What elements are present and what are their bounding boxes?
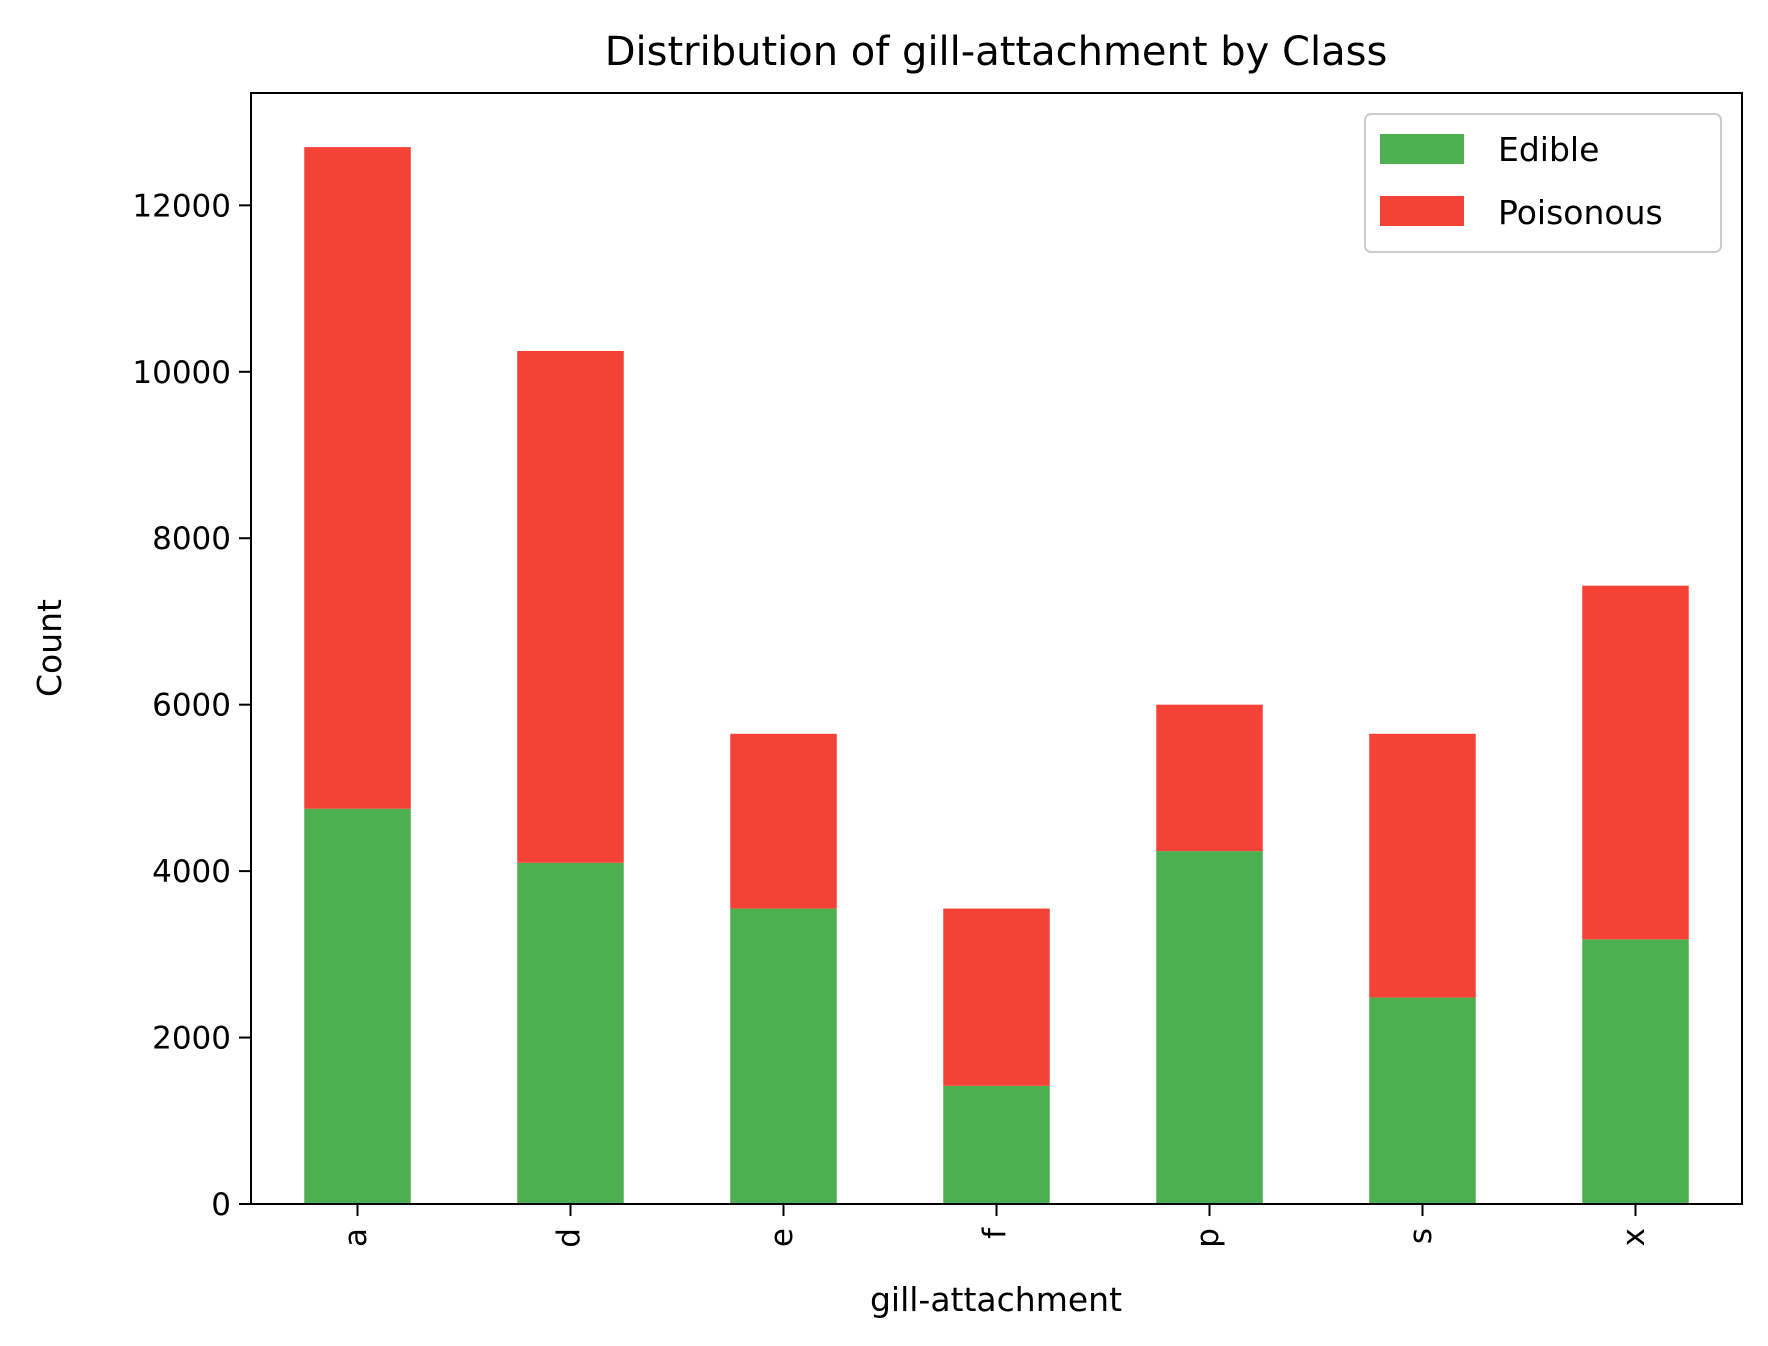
- bar-poisonous-d: [517, 350, 624, 863]
- x-tick-label: d: [551, 1228, 587, 1248]
- bar-poisonous-x: [1582, 585, 1689, 940]
- bar-edible-p: [1156, 851, 1263, 1204]
- bar-edible-a: [304, 808, 411, 1204]
- x-tick-label: x: [1616, 1228, 1652, 1246]
- bar-poisonous-p: [1156, 704, 1263, 852]
- legend-swatch-poisonous: [1380, 196, 1464, 226]
- bar-poisonous-f: [943, 908, 1050, 1086]
- y-ticks-group: 0 2000 4000 6000 8000 10000 12000: [132, 188, 251, 1223]
- y-tick-label: 6000: [152, 688, 231, 724]
- legend-label-edible: Edible: [1498, 130, 1599, 169]
- bar-edible-e: [730, 908, 837, 1204]
- x-tick-label: p: [1190, 1228, 1226, 1248]
- x-axis-label: gill-attachment: [870, 1280, 1122, 1319]
- bar-edible-s: [1369, 997, 1476, 1204]
- y-tick-label: 2000: [152, 1021, 231, 1057]
- y-tick-label: 8000: [152, 521, 231, 557]
- x-tick-label: e: [764, 1228, 800, 1247]
- legend-swatch-edible: [1380, 134, 1464, 164]
- x-tick-label: s: [1403, 1228, 1439, 1244]
- y-tick-label: 4000: [152, 854, 231, 890]
- bar-edible-f: [943, 1085, 1050, 1204]
- bar-poisonous-e: [730, 733, 837, 909]
- bar-edible-x: [1582, 939, 1689, 1204]
- bars-group: [304, 147, 1689, 1204]
- legend-label-poisonous: Poisonous: [1498, 193, 1663, 232]
- y-tick-label: 10000: [132, 355, 231, 391]
- bar-poisonous-s: [1369, 733, 1476, 998]
- bar-poisonous-a: [304, 147, 411, 809]
- x-tick-label: a: [338, 1228, 374, 1247]
- bar-edible-d: [517, 862, 624, 1204]
- y-tick-label: 12000: [132, 188, 231, 224]
- y-axis-label: Count: [30, 599, 69, 697]
- x-tick-label: f: [977, 1227, 1013, 1239]
- plot-frame: [250, 92, 1743, 1205]
- legend: Edible Poisonous: [1364, 113, 1722, 253]
- y-tick-label: 0: [211, 1187, 231, 1223]
- chart-title: Distribution of gill-attachment by Class: [605, 29, 1388, 75]
